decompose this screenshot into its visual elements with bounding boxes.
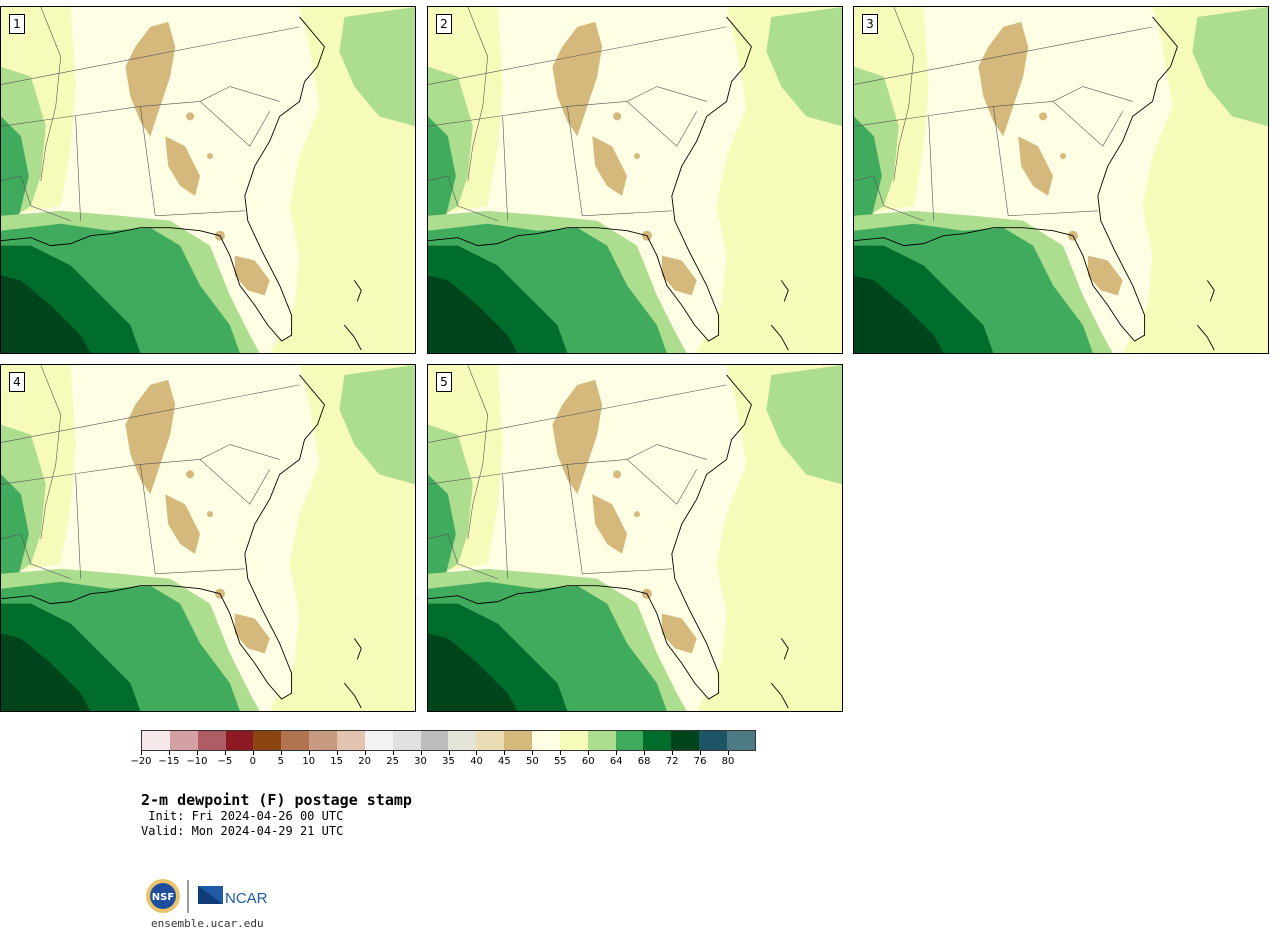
stamp-panel-2: 2 xyxy=(427,6,843,354)
stamp-panel-4: 4 xyxy=(0,364,416,712)
colorbar-tick-label: 80 xyxy=(721,756,735,767)
colorbar-tick-label: 45 xyxy=(498,756,511,767)
colorbar-tick-label: 0 xyxy=(249,756,256,767)
colorbar-tick xyxy=(728,751,730,755)
colorbar xyxy=(141,730,756,751)
colorbar-tick xyxy=(141,751,142,755)
colorbar-ticks: −20 −15 −10 −5 0 5 10 15 20 25 30 35 40 45 50 55 60 64 68 7… xyxy=(130,751,756,773)
colorbar-swatch xyxy=(225,731,254,750)
stamp-panel-1: 1 xyxy=(0,6,416,354)
nsf-logo-text: NSF xyxy=(152,892,174,903)
colorbar-swatch xyxy=(309,731,338,750)
colorbar-swatch xyxy=(281,731,310,750)
colorbar-tick xyxy=(588,751,590,755)
colorbar-tick xyxy=(476,751,478,755)
nsf-logo: NSF xyxy=(146,879,180,913)
colorbar-tick xyxy=(308,751,310,755)
colorbar-tick-label: 60 xyxy=(581,756,595,767)
colorbar-tick-label: 25 xyxy=(386,756,399,767)
colorbar-tick xyxy=(168,751,170,755)
colorbar-tick-label: 40 xyxy=(470,756,483,767)
colorbar-tick-label: −5 xyxy=(217,756,233,767)
colorbar-swatch xyxy=(671,731,700,750)
colorbar-tick xyxy=(420,751,422,755)
colorbar-tick xyxy=(616,751,618,755)
colorbar-swatch xyxy=(337,731,365,750)
colorbar-tick-label: 20 xyxy=(358,756,371,767)
colorbar-tick xyxy=(504,751,506,755)
colorbar-swatch xyxy=(142,731,170,750)
colorbar-swatch xyxy=(392,731,421,750)
colorbar-tick xyxy=(224,751,226,755)
colorbar-swatch xyxy=(532,731,560,750)
colorbar-tick-label: 5 xyxy=(277,756,284,767)
init-time: Init: Fri 2024-04-26 00 UTC xyxy=(141,809,344,823)
colorbar-swatch xyxy=(559,731,588,750)
colorbar-tick xyxy=(644,751,646,755)
colorbar-tick-label: 35 xyxy=(442,756,455,767)
colorbar-tick xyxy=(392,751,394,755)
stamp-panel-5: 5 xyxy=(427,364,843,712)
colorbar-tick xyxy=(672,751,674,755)
ncar-logo-text: NCAR xyxy=(225,890,268,907)
colorbar-swatch xyxy=(448,731,477,750)
colorbar-swatch xyxy=(253,731,282,750)
colorbar-tick xyxy=(336,751,338,755)
colorbar-swatch xyxy=(587,731,616,750)
colorbar-swatch xyxy=(364,731,393,750)
colorbar-swatch xyxy=(727,731,755,750)
colorbar-tick-label: 64 xyxy=(609,756,623,767)
colorbar-tick-label: 55 xyxy=(553,756,567,767)
colorbar-tick-label: 76 xyxy=(693,756,707,767)
panel-number: 4 xyxy=(9,372,25,392)
colorbar-swatch xyxy=(420,731,449,750)
ncar-logo: NCAR xyxy=(198,886,268,907)
colorbar-swatch xyxy=(504,731,533,750)
colorbar-tick xyxy=(700,751,702,755)
colorbar-tick-label: 15 xyxy=(330,756,344,767)
colorbar-tick-label: 30 xyxy=(414,756,427,767)
colorbar-swatch xyxy=(699,731,728,750)
panel-number: 3 xyxy=(862,14,878,34)
colorbar-swatch xyxy=(476,731,505,750)
colorbar-tick xyxy=(280,751,282,755)
colorbar-tick-label: −20 xyxy=(130,756,152,767)
colorbar-swatch xyxy=(197,731,226,750)
colorbar-tick xyxy=(196,751,198,755)
colorbar-tick xyxy=(560,751,562,755)
colorbar-tick-label: 72 xyxy=(665,756,679,767)
colorbar-tick-label: 10 xyxy=(302,756,316,767)
site-url: ensemble.ucar.edu xyxy=(151,917,264,930)
panel-number: 5 xyxy=(436,372,452,392)
colorbar-tick-label: −10 xyxy=(186,756,208,767)
stamp-panel-3: 3 xyxy=(853,6,1269,354)
colorbar-tick-label: 50 xyxy=(525,756,539,767)
panel-number: 1 xyxy=(9,14,25,34)
colorbar-swatch xyxy=(643,731,672,750)
panel-number: 2 xyxy=(436,14,452,34)
colorbar-swatch xyxy=(615,731,644,750)
colorbar-tick-label: −15 xyxy=(158,756,180,767)
valid-time: Valid: Mon 2024-04-29 21 UTC xyxy=(141,824,344,838)
colorbar-tick-label: 68 xyxy=(637,756,651,767)
chart-title: 2-m dewpoint (F) postage stamp xyxy=(141,791,412,809)
colorbar-tick xyxy=(364,751,366,755)
colorbar-tick xyxy=(252,751,254,755)
logos: NSF NCAR xyxy=(145,876,275,916)
colorbar-tick xyxy=(532,751,534,755)
colorbar-tick xyxy=(448,751,450,755)
colorbar-swatch xyxy=(169,731,198,750)
